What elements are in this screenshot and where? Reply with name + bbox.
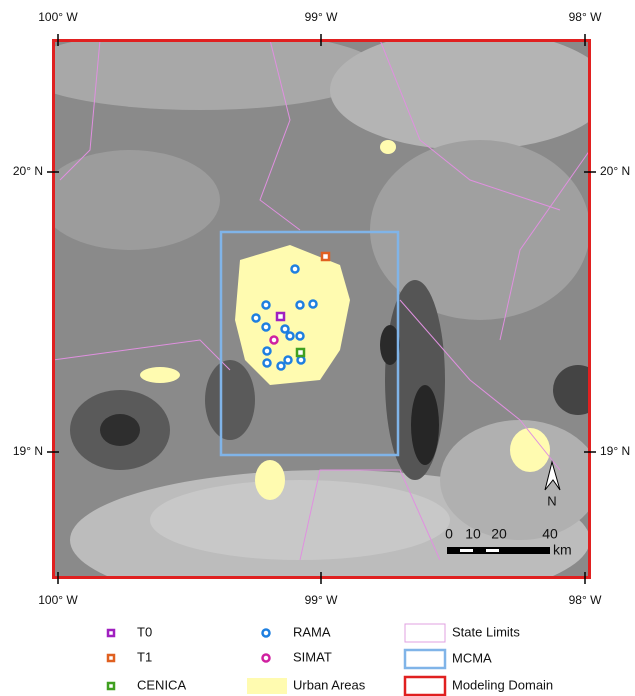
lat-label: 19° N [600, 444, 630, 458]
legend-label: State Limits [452, 624, 520, 639]
scale-tick: 20 [491, 526, 507, 542]
lat-label: 20° N [600, 164, 630, 178]
scale-tick: 10 [465, 526, 481, 542]
lat-label: 19° N [13, 444, 43, 458]
legend-label: MCMA [452, 650, 492, 665]
legend [106, 623, 447, 696]
lon-label: 100° W [38, 593, 78, 607]
legend-label: RAMA [293, 624, 331, 639]
legend-label: T1 [137, 649, 152, 664]
legend-label: SIMAT [293, 649, 332, 664]
legend-label: CENICA [137, 677, 186, 692]
state-limits [53, 40, 590, 561]
ticks [47, 34, 596, 584]
lon-label: 98° W [569, 593, 602, 607]
scale-unit: km [553, 542, 572, 558]
lon-label: 100° W [38, 10, 78, 24]
north-label: N [547, 493, 556, 508]
legend-label: Modeling Domain [452, 677, 553, 692]
mcma-box [219, 230, 400, 457]
t1-site [320, 251, 331, 262]
legend-label: T0 [137, 624, 152, 639]
scale-tick: 0 [445, 526, 453, 542]
simat-station [269, 335, 279, 345]
t0-site [275, 311, 286, 322]
lon-label: 99° W [305, 593, 338, 607]
rama-stations [251, 264, 318, 371]
cenica-site [295, 347, 306, 358]
lat-label: 20° N [13, 164, 43, 178]
terrain [53, 40, 590, 578]
legend-label: Urban Areas [293, 677, 366, 692]
north-arrow [544, 460, 561, 491]
scale-bar [447, 547, 550, 554]
scale-tick: 40 [542, 526, 558, 542]
lon-label: 99° W [305, 10, 338, 24]
lon-label: 98° W [569, 10, 602, 24]
